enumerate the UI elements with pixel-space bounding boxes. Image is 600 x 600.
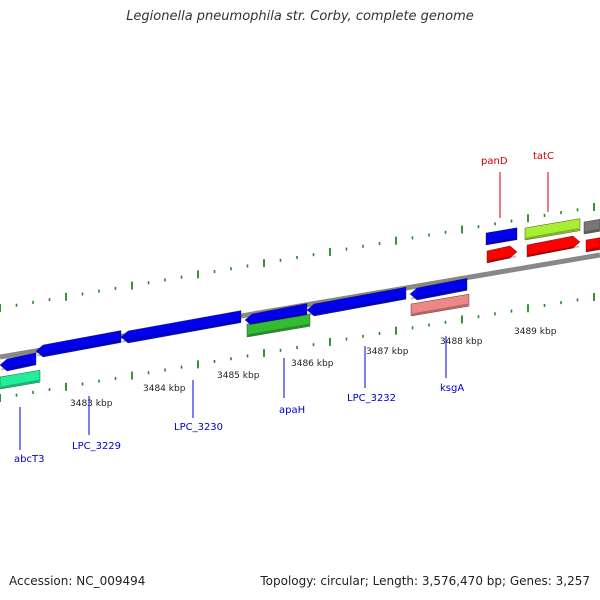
accession-text: Accession: NC_009494 bbox=[9, 574, 146, 588]
gene-feature[interactable] bbox=[0, 352, 37, 372]
scale-label: 3484 kbp bbox=[143, 384, 186, 394]
gene-labels: abcT3 LPC_3229 LPC_3230 apaH LPC_3232 ksgA pan… bbox=[14, 151, 554, 465]
scale-label: 3483 kbp bbox=[70, 399, 113, 409]
gene-label[interactable]: LPC_3229 bbox=[72, 441, 121, 452]
gene-feature-shadow bbox=[307, 296, 406, 316]
gene-label[interactable]: panD bbox=[481, 156, 508, 167]
gene-feature-shadow bbox=[411, 303, 469, 316]
gene-label[interactable]: LPC_3232 bbox=[347, 393, 396, 404]
gene-feature[interactable] bbox=[486, 245, 518, 264]
gene-feature[interactable] bbox=[585, 237, 600, 253]
gene-features bbox=[0, 218, 600, 390]
gene-feature-shadow bbox=[487, 255, 517, 263]
gene-feature[interactable] bbox=[35, 330, 122, 358]
gene-feature-shadow bbox=[36, 340, 121, 357]
gene-feature-shadow bbox=[121, 320, 241, 343]
gene-label[interactable]: tatC bbox=[533, 151, 554, 162]
gene-feature-shadow bbox=[0, 379, 40, 389]
gene-feature[interactable] bbox=[583, 219, 600, 235]
gene-feature[interactable] bbox=[120, 310, 242, 344]
gene-feature-shadow bbox=[410, 287, 467, 300]
scale-label: 3488 kbp bbox=[440, 337, 483, 347]
scale-label: 3489 kbp bbox=[514, 327, 557, 337]
gene-feature-shadow bbox=[0, 362, 36, 371]
gene-feature[interactable] bbox=[410, 293, 470, 317]
gene-feature-shadow bbox=[527, 245, 580, 257]
tick-track-upper bbox=[0, 203, 595, 312]
gene-feature-shadow bbox=[584, 228, 600, 234]
scale-label: 3486 kbp bbox=[291, 359, 334, 369]
scale-labels: 3483 kbp 3484 kbp 3485 kbp 3486 kbp 3487 kbp… bbox=[70, 327, 557, 409]
gene-feature[interactable] bbox=[485, 227, 518, 246]
gene-feature[interactable] bbox=[526, 235, 581, 258]
genome-stats-text: Topology: circular; Length: 3,576,470 bp… bbox=[260, 574, 590, 588]
gene-feature[interactable] bbox=[246, 314, 311, 338]
gene-label[interactable]: abcT3 bbox=[14, 454, 44, 465]
gene-label[interactable]: LPC_3230 bbox=[174, 422, 223, 433]
gene-feature[interactable] bbox=[524, 218, 581, 241]
gene-feature[interactable] bbox=[306, 286, 407, 317]
gene-feature-shadow bbox=[486, 237, 517, 245]
gene-feature-shadow bbox=[525, 228, 580, 240]
gene-label[interactable]: ksgA bbox=[440, 383, 464, 394]
gene-feature[interactable] bbox=[409, 278, 468, 301]
gene-label[interactable]: apaH bbox=[279, 405, 305, 416]
scale-label: 3485 kbp bbox=[217, 371, 260, 381]
gene-feature[interactable] bbox=[0, 369, 41, 390]
genome-title: Legionella pneumophila str. Corby, compl… bbox=[126, 9, 474, 24]
gene-feature-shadow bbox=[247, 323, 310, 337]
tick-track-lower bbox=[0, 293, 595, 402]
gene-feature-shadow bbox=[245, 312, 307, 326]
scale-label: 3487 kbp bbox=[366, 347, 409, 357]
gene-feature-shadow bbox=[586, 247, 600, 252]
